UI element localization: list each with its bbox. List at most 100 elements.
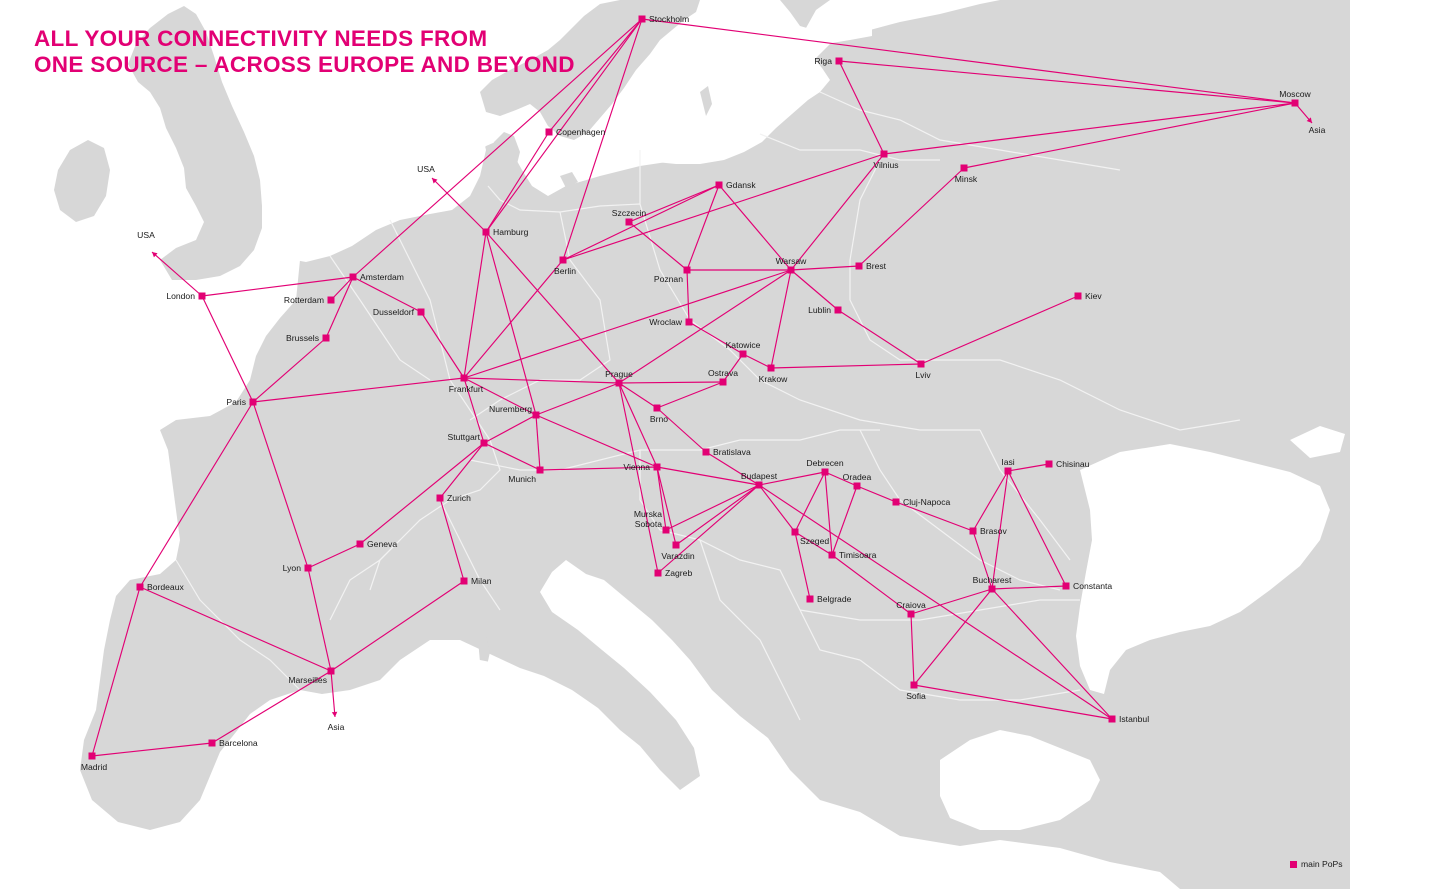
border-line — [329, 255, 431, 381]
pop-marker-vilnius[interactable] — [880, 150, 888, 158]
pop-marker-kiev[interactable] — [1074, 292, 1082, 300]
pop-marker-murska[interactable] — [662, 526, 670, 534]
pop-marker-zagreb[interactable] — [654, 569, 662, 577]
pop-marker-geneva[interactable] — [356, 540, 364, 548]
link-budapest-istanbul — [758, 484, 1113, 720]
pop-marker-ostrava[interactable] — [719, 378, 727, 386]
pop-marker-sofia[interactable] — [910, 681, 918, 689]
link-vienna-varazdin — [656, 466, 677, 546]
pop-marker-hamburg[interactable] — [482, 228, 490, 236]
pop-label-amsterdam: Amsterdam — [360, 272, 404, 282]
pop-label-zagreb: Zagreb — [665, 568, 692, 578]
pop-marker-rotterdam[interactable] — [327, 296, 335, 304]
pop-marker-wroclaw[interactable] — [685, 318, 693, 326]
link-warsaw-krakow — [770, 269, 792, 369]
pop-marker-milan[interactable] — [460, 577, 468, 585]
pop-marker-timisoara[interactable] — [828, 551, 836, 559]
pop-marker-stuttgart[interactable] — [480, 439, 488, 447]
link-lviv-kiev — [920, 295, 1079, 365]
pop-marker-brno[interactable] — [653, 404, 661, 412]
link-munich-vienna — [539, 466, 658, 471]
pop-label-line: Murska — [634, 509, 662, 519]
pop-label-constanta: Constanta — [1073, 581, 1112, 591]
pop-marker-budapest[interactable] — [755, 481, 763, 489]
link-frankfurt-stuttgart — [463, 377, 485, 444]
pop-marker-bucharest[interactable] — [988, 585, 996, 593]
pop-marker-munich[interactable] — [536, 466, 544, 474]
pop-marker-vienna[interactable] — [653, 463, 661, 471]
pop-label-brussels: Brussels — [286, 333, 319, 343]
pop-marker-iasi[interactable] — [1004, 467, 1012, 475]
pop-marker-prague[interactable] — [615, 379, 623, 387]
pop-marker-warsaw[interactable] — [787, 266, 795, 274]
pop-marker-lviv[interactable] — [917, 360, 925, 368]
pop-marker-varazdin[interactable] — [672, 541, 680, 549]
pop-marker-brasov[interactable] — [969, 527, 977, 535]
pop-marker-brest[interactable] — [855, 262, 863, 270]
pop-marker-craiova[interactable] — [907, 610, 915, 618]
pop-marker-gdansk[interactable] — [715, 181, 723, 189]
pop-marker-stockholm[interactable] — [638, 15, 646, 23]
legend-label: main PoPs — [1301, 859, 1343, 869]
pop-marker-poznan[interactable] — [683, 266, 691, 274]
landmass-layer — [54, 0, 1350, 889]
pop-marker-bratislava[interactable] — [702, 448, 710, 456]
pop-marker-belgrade[interactable] — [806, 595, 814, 603]
pop-marker-oradea[interactable] — [853, 482, 861, 490]
network-links — [91, 18, 1296, 757]
pop-marker-dusseldorf[interactable] — [417, 308, 425, 316]
link-dusseldorf-frankfurt — [420, 311, 465, 379]
pop-marker-debrecen[interactable] — [821, 468, 829, 476]
pop-marker-constanta[interactable] — [1062, 582, 1070, 590]
link-szeged-belgrade — [794, 531, 811, 600]
land-shape — [54, 140, 110, 222]
pop-marker-bordeaux[interactable] — [136, 583, 144, 591]
pop-marker-madrid[interactable] — [88, 752, 96, 760]
link-timisoara-craiova — [831, 554, 912, 615]
link-iasi-bucharest — [991, 470, 1009, 590]
pop-marker-marseilles[interactable] — [327, 667, 335, 675]
pop-marker-istanbul[interactable] — [1108, 715, 1116, 723]
pop-marker-london[interactable] — [198, 292, 206, 300]
link-frankfurt-nuremberg — [463, 377, 537, 416]
pop-marker-lyon[interactable] — [304, 564, 312, 572]
pop-marker-brussels[interactable] — [322, 334, 330, 342]
pop-label-timisoara: Timisoara — [839, 550, 877, 560]
land-shape — [560, 172, 578, 188]
border-line — [859, 659, 1081, 701]
pop-marker-krakow[interactable] — [767, 364, 775, 372]
pop-marker-amsterdam[interactable] — [349, 273, 357, 281]
pop-marker-lublin[interactable] — [834, 306, 842, 314]
pop-marker-barcelona[interactable] — [208, 739, 216, 747]
link-paris-london — [201, 295, 254, 403]
pop-marker-szczecin[interactable] — [625, 218, 633, 226]
pop-label-rotterdam: Rotterdam — [284, 295, 324, 305]
external-label-asia-east: Asia — [1309, 125, 1326, 135]
link-budapest-zagreb — [657, 484, 760, 574]
link-hamburg-frankfurt — [463, 231, 487, 379]
pop-marker-berlin[interactable] — [559, 256, 567, 264]
pop-marker-riga[interactable] — [835, 57, 843, 65]
pop-marker-chisinau[interactable] — [1045, 460, 1053, 468]
pop-marker-nuremberg[interactable] — [532, 411, 540, 419]
pop-marker-minsk[interactable] — [960, 164, 968, 172]
pop-label-bucharest: Bucharest — [973, 575, 1012, 585]
link-bucharest-istanbul — [991, 588, 1113, 720]
pop-marker-moscow[interactable] — [1291, 99, 1299, 107]
headline-line-1: ALL YOUR CONNECTIVITY NEEDS FROM — [34, 26, 488, 51]
pop-marker-katowice[interactable] — [739, 350, 747, 358]
pop-marker-frankfurt[interactable] — [460, 374, 468, 382]
link-oradea-timisoara — [831, 485, 858, 556]
pop-marker-zurich[interactable] — [436, 494, 444, 502]
pop-marker-szeged[interactable] — [791, 528, 799, 536]
link-nuremberg-stuttgart — [483, 414, 537, 444]
pop-marker-copenhagen[interactable] — [545, 128, 553, 136]
pop-marker-cluj[interactable] — [892, 498, 900, 506]
link-moscow-vilnius — [883, 102, 1296, 155]
pop-marker-paris[interactable] — [249, 398, 257, 406]
link-budapest-szeged — [758, 484, 796, 533]
link-marseilles-asia-south — [330, 670, 336, 718]
link-prague-frankfurt — [463, 377, 620, 384]
link-bucharest-sofia — [913, 588, 993, 686]
link-bratislava-budapest — [705, 451, 760, 486]
